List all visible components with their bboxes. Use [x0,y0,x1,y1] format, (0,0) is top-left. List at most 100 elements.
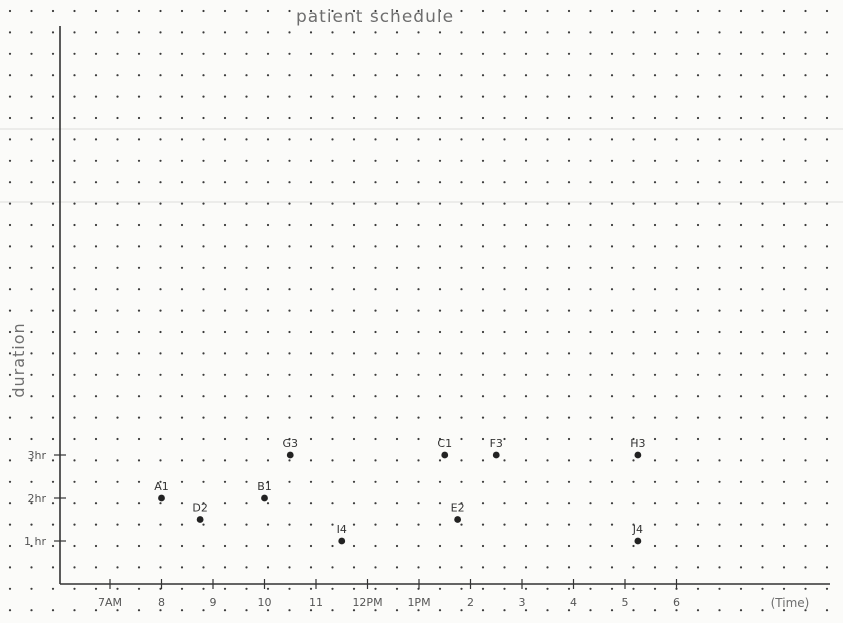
grid-dot [503,138,506,141]
grid-dot [180,330,184,334]
grid-dot [524,373,528,376]
grid-dot [653,416,657,419]
grid-dot [503,74,506,77]
grid-dot [30,437,33,441]
grid-dot [94,138,98,141]
data-point-label: A1 [154,480,169,493]
grid-dot [116,74,119,77]
grid-dot [331,330,334,334]
grid-dot [116,609,119,612]
grid-dot [137,74,141,77]
grid-dot [718,202,721,205]
grid-dot [503,480,506,483]
grid-dot [653,587,657,590]
grid-dot [8,544,12,548]
grid-dot [804,181,807,184]
grid-dot [675,266,678,269]
grid-dot [159,330,162,334]
grid-dot [94,159,98,162]
grid-dot [696,116,700,120]
grid-dot [159,352,162,355]
grid-dot [503,309,506,312]
grid-dot [73,309,76,312]
grid-dot [718,352,721,355]
grid-dot [202,138,205,141]
grid-dot [460,52,463,55]
grid-dot [589,480,592,483]
grid-dot [245,223,248,227]
grid-dot [266,95,270,98]
grid-dot [417,330,420,334]
grid-dot [266,609,270,612]
grid-dot [202,523,205,526]
grid-dot [159,416,162,419]
grid-dot [739,9,743,13]
grid-dot [51,31,55,34]
grid-dot [223,373,227,376]
grid-dot [696,138,700,141]
grid-dot [804,52,807,55]
grid-dot [567,138,571,141]
grid-dot [804,544,807,548]
grid-dot [524,202,528,205]
grid-dot [524,31,528,34]
grid-dot [546,587,549,590]
grid-dot [782,416,786,419]
grid-dot [460,181,463,184]
grid-dot [675,138,678,141]
grid-dot [245,587,248,590]
grid-dot [804,416,807,419]
grid-dot [159,266,162,269]
grid-dot [266,587,270,590]
grid-dot [223,502,227,505]
grid-dot [137,245,141,248]
grid-dot [460,266,463,269]
grid-dot [245,138,248,141]
grid-dot [632,395,635,398]
grid-dot [567,223,571,227]
grid-dot [331,223,334,227]
grid-dot [8,523,12,526]
grid-dot [8,31,12,34]
grid-dot [696,74,700,77]
grid-dot [567,9,571,13]
grid-dot [223,395,227,398]
grid-dot [202,587,205,590]
grid-dot [309,480,313,483]
grid-dot [438,437,442,441]
grid-dot [524,309,528,312]
grid-dot [8,223,12,227]
grid-dot [288,523,291,526]
grid-dot [610,31,614,34]
grid-dot [610,52,614,55]
grid-dot [116,181,119,184]
grid-dot [610,245,614,248]
grid-dot [30,566,33,569]
grid-dot [610,181,614,184]
grid-dot [653,309,657,312]
grid-dot [352,202,356,205]
grid-dot [51,395,55,398]
grid-dot [825,245,829,248]
grid-dot [739,266,743,269]
grid-dot [245,31,248,34]
data-point [454,516,462,523]
grid-dot [137,587,141,590]
grid-dot [804,159,807,162]
grid-dot [524,181,528,184]
grid-dot [481,245,485,248]
grid-dot [653,266,657,269]
grid-dot [761,288,764,291]
grid-dot [675,74,678,77]
grid-dot [116,523,119,526]
grid-dot [417,544,420,548]
grid-dot [395,480,399,483]
grid-dot [180,523,184,526]
grid-dot [460,352,463,355]
grid-dot [417,202,420,205]
grid-dot [653,566,657,569]
grid-dot [761,202,764,205]
grid-dot [567,245,571,248]
grid-dot [30,309,33,312]
grid-dot [223,31,227,34]
